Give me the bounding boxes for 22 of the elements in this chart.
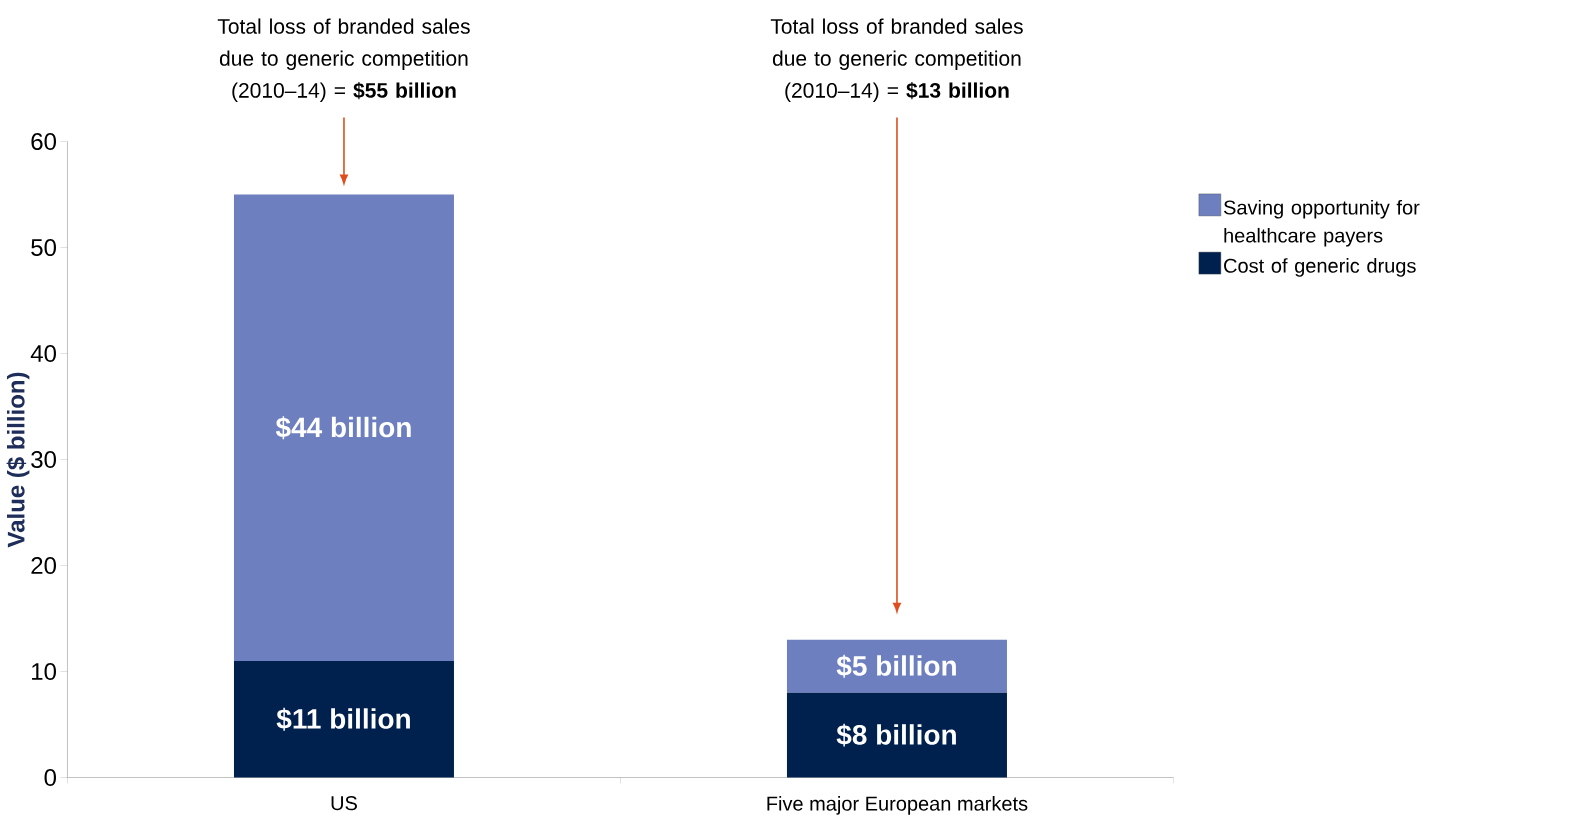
bar	[233, 194, 454, 661]
y-tick-label: 50	[31, 239, 56, 257]
y-tick-label: 40	[30, 345, 56, 363]
data-label: $5 billion	[836, 654, 956, 678]
text: Total loss of branded sales due to generic competition (2010–14) = $13 billion	[770, 18, 1023, 102]
x-tick-label: US	[331, 796, 357, 811]
y-tick-label: 10	[32, 663, 56, 681]
y-tick-label: 20	[31, 557, 56, 575]
y-tick-label: 60	[31, 133, 56, 151]
bar	[786, 639, 1007, 693]
y-tick-label: 30	[31, 451, 56, 469]
legend-label: Cost of generic drugs	[1224, 258, 1416, 277]
text: Total loss of branded sales due to generic competition (2010–14) = $55 billion	[217, 18, 470, 102]
bar	[786, 692, 1007, 778]
data-label: $11 billion	[276, 707, 410, 731]
y-tick-label: 0	[44, 769, 56, 787]
x-tick-label: Five major European markets	[767, 796, 1028, 815]
bar	[233, 660, 454, 778]
legend-label: Saving opportunity for healthcare payers	[1223, 199, 1420, 247]
y-axis-title: Value ($ billion)	[6, 372, 30, 548]
data-label: $8 billion	[836, 723, 956, 747]
data-label: $44 billion	[275, 416, 411, 440]
